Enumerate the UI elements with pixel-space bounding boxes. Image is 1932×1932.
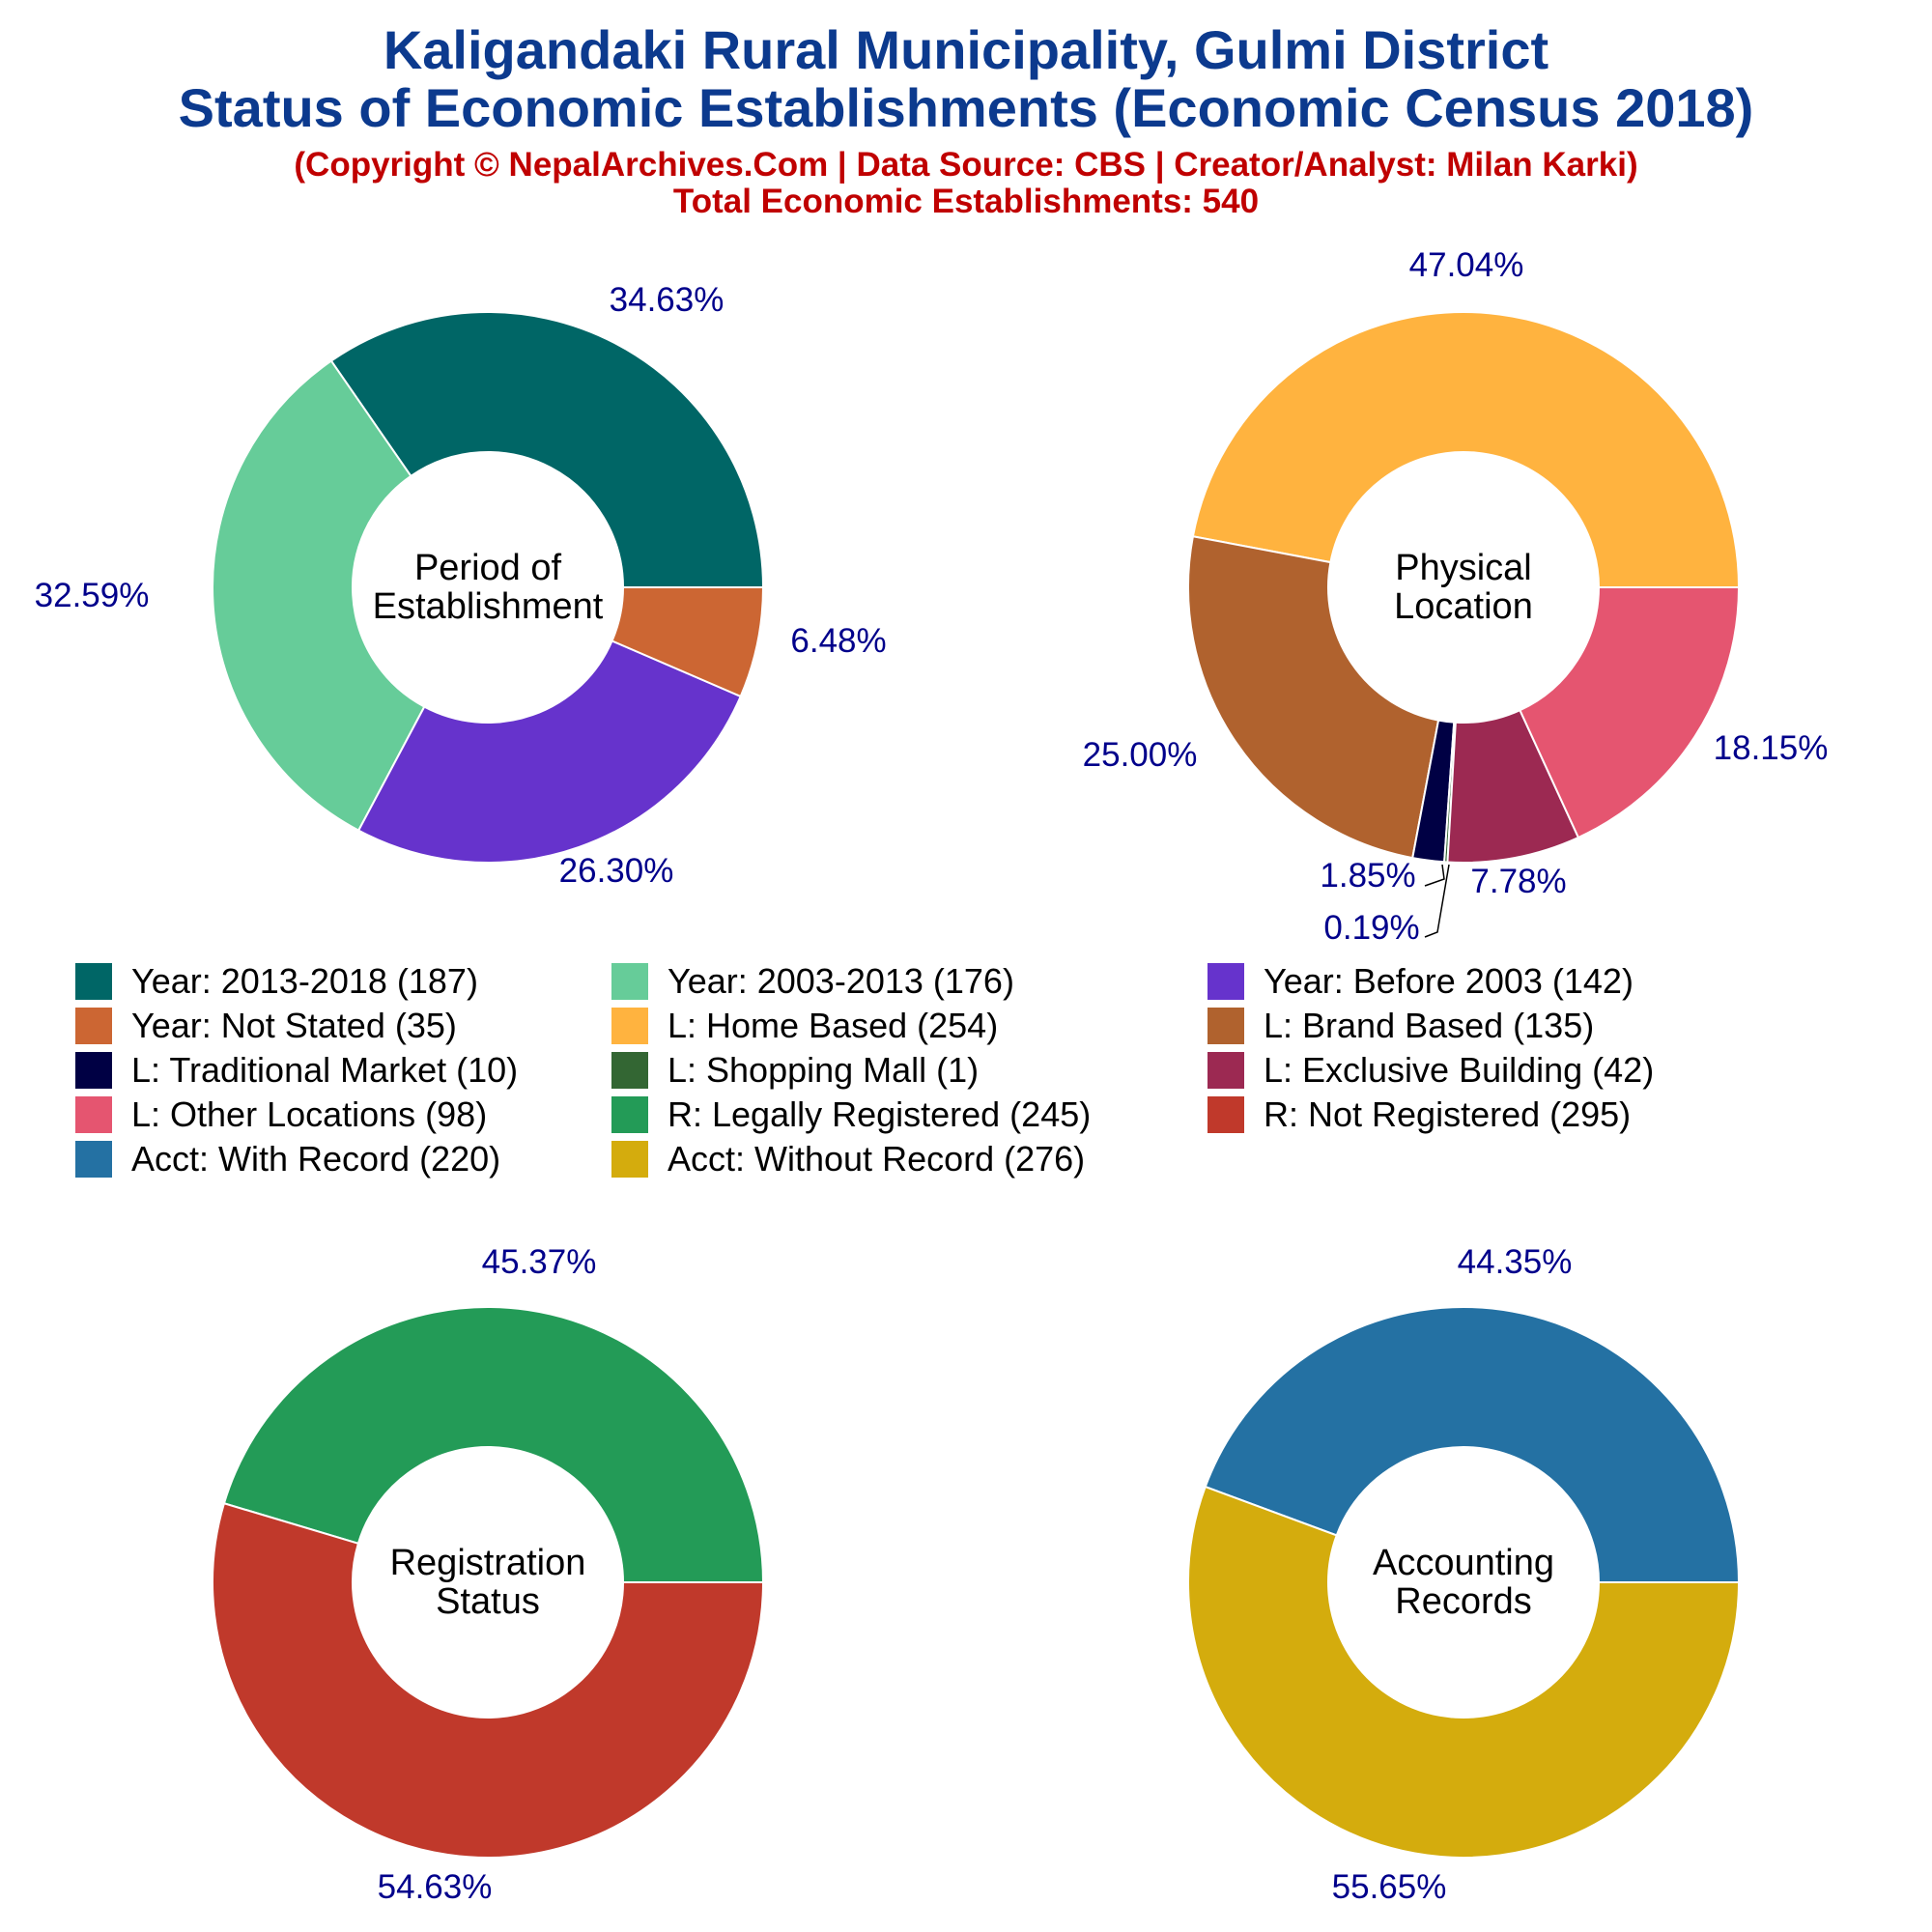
slice-2-6	[1519, 586, 1741, 839]
legend-swatch	[1208, 963, 1244, 1000]
percent-label-1-2: 32.59%	[35, 577, 150, 614]
total-establishments: Total Economic Establishments: 540	[672, 183, 1260, 220]
legend-label: L: Home Based (254)	[668, 1006, 999, 1045]
center-label-1-2: Establishment	[373, 586, 604, 627]
legend-label: L: Other Locations (98)	[131, 1094, 488, 1134]
legend-swatch	[611, 1008, 648, 1044]
legend-swatch	[611, 1096, 648, 1133]
percent-label-2-3: 1.85%	[1320, 857, 1415, 895]
percent-label-4-2: 55.65%	[1332, 1868, 1447, 1906]
donut-chart-2: 47.04% 25.00% 1.85% 0.19% 7.78% 18.15% Physica…	[1083, 246, 1829, 947]
legend-label: R: Legally Registered (245)	[668, 1094, 1092, 1134]
legend-item: L: Shopping Mall (1)	[611, 1049, 979, 1092]
legend-label: Acct: With Record (220)	[131, 1139, 501, 1179]
percent-label-1-4: 6.48%	[790, 622, 886, 660]
percent-label-4-1: 44.35%	[1458, 1243, 1573, 1281]
legend-swatch	[611, 1052, 648, 1089]
legend-item: L: Other Locations (98)	[75, 1094, 487, 1136]
legend-item: L: Traditional Market (10)	[75, 1049, 518, 1092]
credit-line: (Copyright © NepalArchives.Com | Data So…	[294, 146, 1638, 184]
chart-title-line1: Kaligandaki Rural Municipality, Gulmi Di…	[383, 19, 1549, 80]
legend-swatch	[1208, 1008, 1244, 1044]
slice-1-4	[611, 586, 765, 698]
legend-item: R: Not Registered (295)	[1208, 1094, 1631, 1136]
legend-label: R: Not Registered (295)	[1264, 1094, 1632, 1134]
legend-label: Year: 2003-2013 (176)	[668, 961, 1014, 1001]
slice-1-1	[329, 311, 765, 588]
legend-swatch	[1208, 1052, 1244, 1089]
center-label-4-1: Accounting	[1373, 1543, 1554, 1583]
legend-label: L: Exclusive Building (42)	[1264, 1050, 1655, 1090]
slice-4-1	[1204, 1306, 1741, 1583]
legend-label: Year: Before 2003 (142)	[1264, 961, 1634, 1001]
percent-label-2-6: 18.15%	[1714, 729, 1829, 767]
legend-item: Year: Not Stated (35)	[75, 1005, 457, 1047]
chart-title-line2: Status of Economic Establishments (Econo…	[178, 77, 1754, 138]
legend-label: L: Traditional Market (10)	[131, 1050, 519, 1090]
legend-item: Acct: Without Record (276)	[611, 1138, 1085, 1180]
legend-item: Year: 2003-2013 (176)	[611, 960, 1014, 1003]
legend-swatch	[75, 1141, 112, 1178]
center-label-4-2: Records	[1395, 1581, 1532, 1622]
percent-label-2-4: 0.19%	[1323, 909, 1419, 947]
legend-swatch	[611, 963, 648, 1000]
legend-swatch	[75, 1096, 112, 1133]
slice-3-2	[212, 1502, 765, 1859]
slice-2-1	[1191, 310, 1741, 588]
center-label-2-1: Physical	[1395, 548, 1532, 588]
legend-swatch	[75, 1008, 112, 1044]
donut-chart-1: 34.63% 32.59% 26.30% 6.48% Period ofEstablis…	[35, 281, 887, 890]
legend-label: L: Shopping Mall (1)	[668, 1050, 980, 1090]
legend-item: L: Exclusive Building (42)	[1208, 1049, 1654, 1092]
percent-label-2-5: 7.78%	[1470, 863, 1566, 900]
legend-swatch	[75, 1052, 112, 1089]
percent-label-2-2: 25.00%	[1083, 736, 1198, 774]
percent-label-2-1: 47.04%	[1409, 246, 1524, 284]
leader-line-shopping-mall	[1424, 864, 1450, 938]
legend-label: Acct: Without Record (276)	[668, 1139, 1086, 1179]
legend-label: L: Brand Based (135)	[1264, 1006, 1595, 1045]
slice-3-1	[222, 1305, 765, 1583]
legend-item: L: Brand Based (135)	[1208, 1005, 1594, 1047]
center-label-3-1: Registration	[390, 1543, 586, 1583]
center-label-2-2: Location	[1394, 586, 1533, 627]
percent-label-1-3: 26.30%	[559, 852, 674, 890]
legend-item: L: Home Based (254)	[611, 1005, 998, 1047]
legend-swatch	[75, 963, 112, 1000]
legend-label: Year: Not Stated (35)	[131, 1006, 457, 1045]
legend-label: Year: 2013-2018 (187)	[131, 961, 478, 1001]
slice-1-3	[356, 639, 743, 864]
center-label-3-2: Status	[436, 1581, 540, 1622]
legend-swatch	[611, 1141, 648, 1178]
slice-1-2	[212, 359, 426, 832]
slice-4-2	[1187, 1485, 1741, 1859]
legend-item: Year: Before 2003 (142)	[1208, 960, 1634, 1003]
legend-item: R: Legally Registered (245)	[611, 1094, 1091, 1136]
percent-label-1-1: 34.63%	[610, 281, 724, 319]
legend-item: Acct: With Record (220)	[75, 1138, 500, 1180]
center-label-1-1: Period of	[414, 548, 562, 588]
legend-swatch	[1208, 1096, 1244, 1133]
leader-line-traditional-market	[1424, 864, 1445, 887]
legend-item: Year: 2013-2018 (187)	[75, 960, 478, 1003]
percent-label-3-2: 54.63%	[378, 1868, 493, 1906]
percent-label-3-1: 45.37%	[482, 1243, 597, 1281]
slice-2-2	[1187, 535, 1440, 860]
chart-header: Kaligandaki Rural Municipality, Gulmi Di…	[0, 21, 1932, 220]
